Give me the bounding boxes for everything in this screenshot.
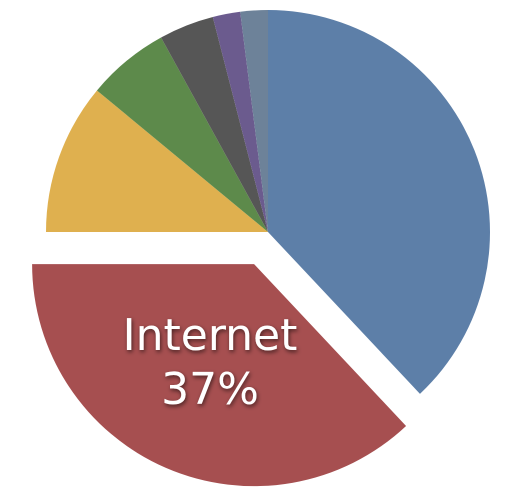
pie-slice [96,37,268,232]
pie-slice [46,90,268,232]
pie [32,10,490,487]
slice-label: Internet [123,310,298,361]
pie-slice [268,10,490,394]
pie-slice [240,10,268,232]
slice-value-label: 37% [161,364,259,415]
pie-slice [161,16,268,233]
pie-slice [32,264,407,487]
pie-slice [212,11,268,233]
